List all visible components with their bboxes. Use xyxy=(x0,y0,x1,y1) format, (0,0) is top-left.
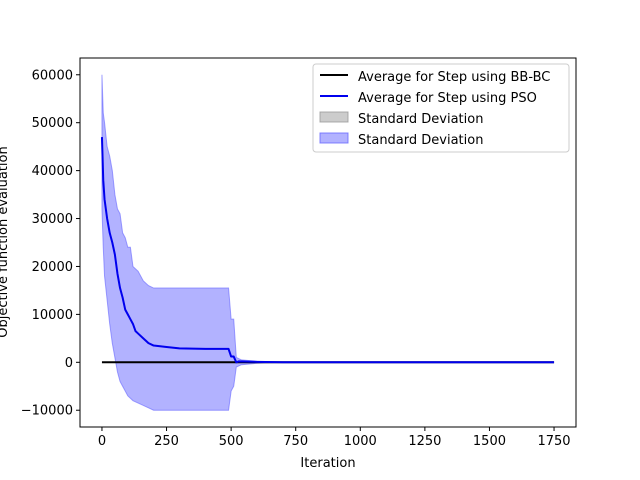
axes-frame xyxy=(79,57,577,428)
y-axis-label: Objective function evaluation xyxy=(0,146,11,337)
y-tick-label: 0 xyxy=(65,356,73,371)
legend-entries xyxy=(319,74,349,144)
legend-label-std-blue: Standard Deviation xyxy=(358,133,483,148)
x-tick-label: 250 xyxy=(154,434,179,449)
legend-frame xyxy=(312,63,570,153)
y-tick-label: 50000 xyxy=(32,116,73,131)
legend-label-std-gray: Standard Deviation xyxy=(358,112,483,127)
x-tick-label: 0 xyxy=(98,434,106,449)
y-tick-label: 10000 xyxy=(32,308,73,323)
x-tick-label: 1500 xyxy=(473,434,506,449)
y-tick-label: 40000 xyxy=(32,164,73,179)
y-tick-label: 30000 xyxy=(32,212,73,227)
x-axis-label: Iteration xyxy=(300,456,355,471)
legend-band-handle-3 xyxy=(319,132,349,144)
legend-label-bbbc: Average for Step using BB-BC xyxy=(358,70,550,85)
y-tick-label: −10000 xyxy=(21,404,73,419)
x-tick-label: 1750 xyxy=(537,434,570,449)
x-tick-label: 1250 xyxy=(408,434,441,449)
x-tick-label: 500 xyxy=(219,434,244,449)
series-line-1 xyxy=(100,137,555,364)
y-tick-label: 60000 xyxy=(32,68,73,83)
axis-ticks: 0 250 500 750 1000 1250 1500 1750 −10000 0 10000 20… xyxy=(21,68,571,449)
plot-area xyxy=(79,57,577,428)
legend: Average for Step using BB-BC Average for… xyxy=(312,63,570,153)
x-tick-label: 1000 xyxy=(344,434,377,449)
y-tick-label: 20000 xyxy=(32,260,73,275)
legend-band-handle-2 xyxy=(319,111,349,123)
legend-label-pso: Average for Step using PSO xyxy=(358,91,537,106)
x-tick-label: 750 xyxy=(283,434,308,449)
